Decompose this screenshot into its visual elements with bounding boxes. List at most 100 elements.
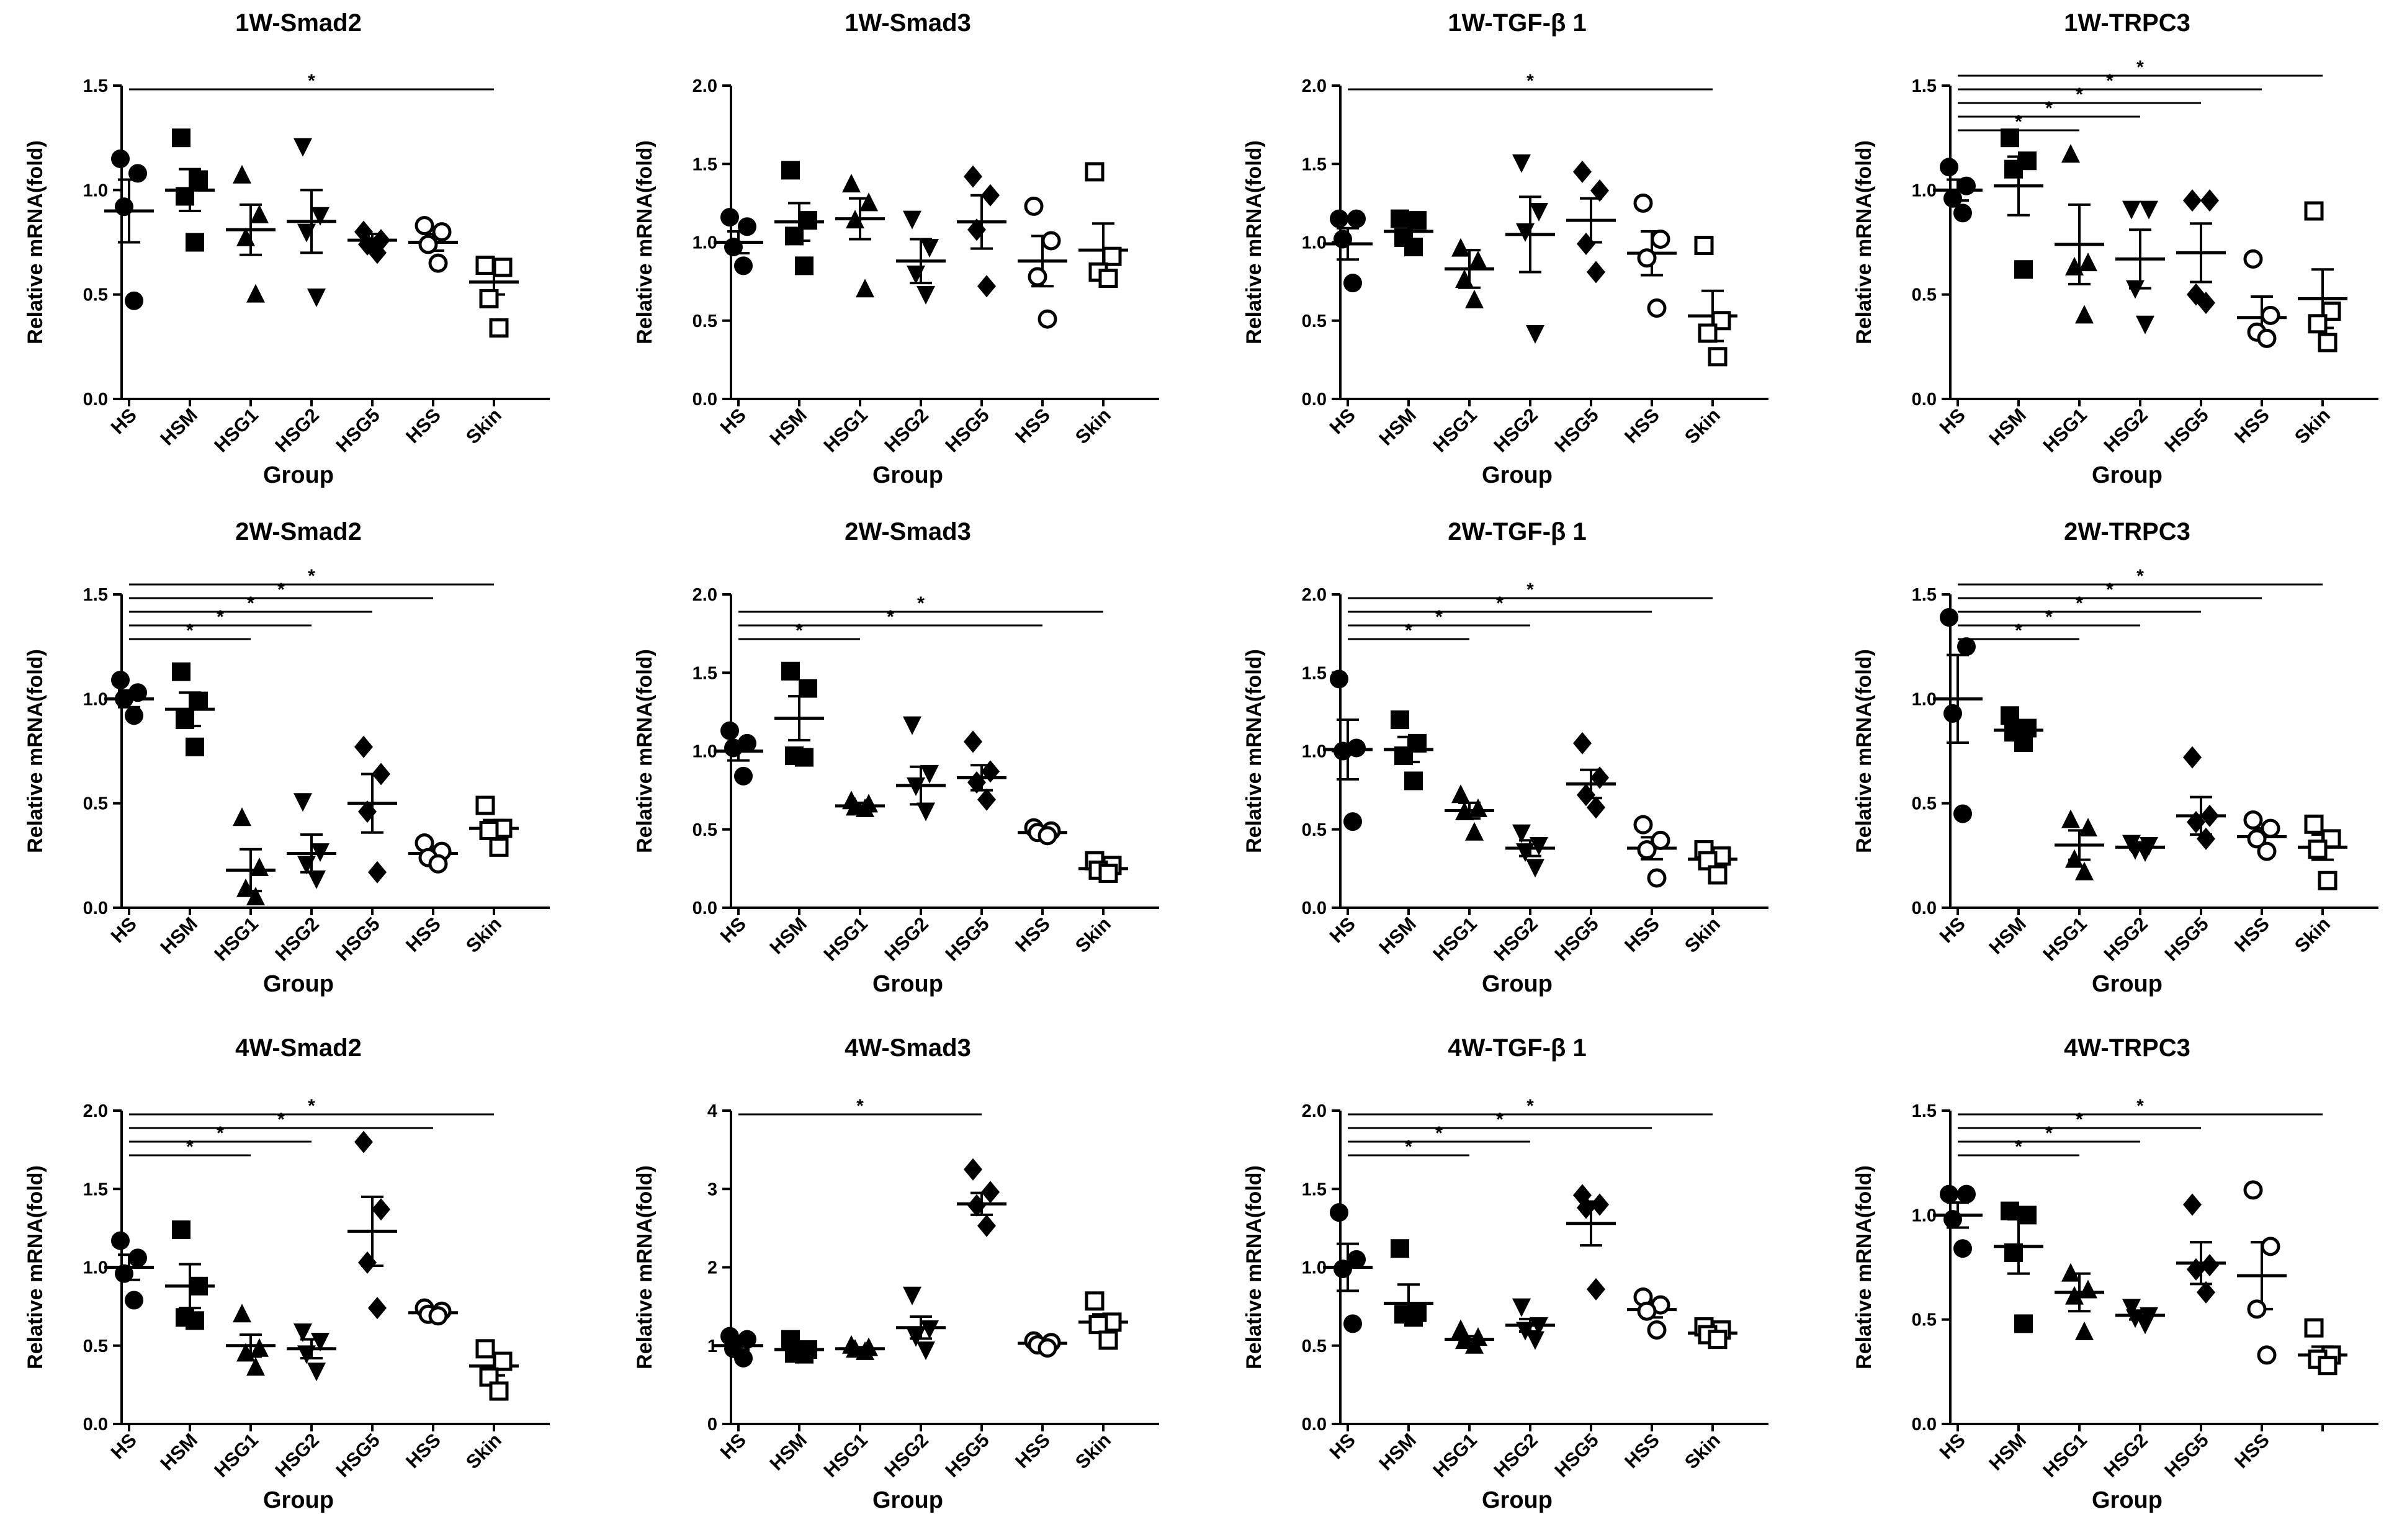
- data-point: [2318, 333, 2338, 352]
- data-point: [1330, 209, 1348, 228]
- data-point: [1333, 1260, 1352, 1279]
- data-point: [2065, 256, 2084, 275]
- data-point: [1940, 158, 1958, 177]
- data-point: [2065, 849, 2084, 868]
- y-tick-label: 0: [707, 1415, 717, 1435]
- data-point: [2183, 1193, 2202, 1216]
- data-point: [246, 284, 265, 303]
- data-point: [920, 1320, 939, 1339]
- x-tick-label: HSG2: [271, 404, 323, 456]
- significance-star: *: [917, 593, 925, 614]
- y-tick-label: 2.0: [1302, 585, 1327, 605]
- x-axis-label: Group: [2092, 1487, 2163, 1513]
- data-point: [2079, 1279, 2097, 1299]
- data-point: [1038, 309, 1057, 329]
- y-tick-label: 0.5: [693, 311, 717, 331]
- y-tick-label: 1.0: [1302, 233, 1327, 253]
- x-tick-label: HSG2: [1490, 913, 1542, 965]
- data-point: [1330, 1203, 1348, 1222]
- data-point: [2304, 1318, 2324, 1338]
- data-point: [475, 1339, 495, 1359]
- x-tick-label: HSG2: [2100, 1429, 2152, 1481]
- data-point: [186, 737, 204, 756]
- significance-star: *: [2045, 607, 2053, 627]
- data-point: [479, 289, 499, 308]
- y-tick-label: 0.5: [693, 820, 717, 840]
- data-point: [1711, 311, 1731, 331]
- significance-star: *: [2076, 1109, 2083, 1130]
- x-tick-label: HSG2: [2100, 404, 2152, 456]
- data-point: [1957, 637, 1976, 656]
- x-tick-label: Skin: [1680, 404, 1724, 448]
- x-axis-label: Group: [263, 462, 334, 488]
- data-point: [2001, 128, 2019, 148]
- significance-star: *: [186, 620, 194, 641]
- data-point: [1526, 859, 1544, 878]
- data-point: [1953, 204, 1972, 223]
- data-point: [1394, 746, 1413, 766]
- data-point: [1347, 209, 1366, 228]
- y-tick-label: 1.0: [693, 742, 717, 762]
- data-point: [903, 1286, 921, 1305]
- data-point: [2257, 1345, 2277, 1365]
- data-point: [111, 1231, 130, 1250]
- data-point: [1694, 236, 1714, 256]
- data-point: [1028, 267, 1047, 287]
- y-tick-label: 2.0: [83, 1101, 108, 1121]
- data-point: [172, 662, 190, 681]
- significance-star: *: [2076, 593, 2083, 614]
- panel-4w-trpc3: 4W-TRPC3 0.0 0.5 1.0 1.5 Relative mRNA(fold) H…: [1852, 1034, 2378, 1513]
- x-tick-label: HSG5: [2161, 1429, 2213, 1481]
- data-point: [1512, 1298, 1531, 1317]
- data-point: [2261, 1237, 2280, 1256]
- panel-title: 4W-Smad3: [845, 1034, 971, 1062]
- significance-star: *: [1496, 1109, 1504, 1130]
- data-point: [2079, 818, 2097, 837]
- y-tick-label: 0.5: [1912, 1310, 1937, 1330]
- data-point: [128, 1248, 147, 1268]
- x-tick-label: HSG1: [820, 1429, 872, 1481]
- x-tick-label: HSG2: [2100, 913, 2152, 965]
- x-tick-label: HS: [716, 1429, 750, 1463]
- x-axis-label: Group: [263, 971, 334, 997]
- data-point: [432, 222, 452, 242]
- y-tick-label: 0.0: [1912, 390, 1937, 410]
- data-point: [172, 1220, 190, 1239]
- panel-1w-tgf-1: 1W-TGF-β 1 0.0 0.5 1.0 1.5 2.0 Relative mRNA(f…: [1242, 9, 1768, 488]
- x-tick-label: HS: [107, 913, 141, 947]
- data-point: [1637, 840, 1657, 860]
- data-point: [903, 716, 921, 735]
- y-tick-label: 2: [707, 1258, 717, 1278]
- y-tick-label: 0.0: [693, 390, 717, 410]
- data-point: [738, 217, 756, 236]
- data-point: [1455, 269, 1474, 289]
- data-point: [977, 788, 996, 811]
- x-tick-label: HS: [107, 404, 141, 438]
- x-tick-label: HSS: [401, 1429, 445, 1472]
- y-tick-label: 0.5: [1912, 285, 1937, 305]
- data-point: [2075, 1321, 2094, 1340]
- data-point: [2126, 1309, 2145, 1328]
- data-point: [2243, 810, 2263, 830]
- y-tick-label: 0.5: [83, 794, 108, 814]
- significance-star: *: [796, 620, 803, 641]
- y-tick-label: 0.5: [1302, 311, 1327, 331]
- y-tick-label: 0.5: [83, 285, 108, 305]
- data-point: [2200, 804, 2219, 827]
- y-tick-label: 2.0: [1302, 76, 1327, 96]
- data-point: [1408, 211, 1427, 230]
- data-point: [1957, 176, 1976, 195]
- x-tick-label: HSG2: [881, 404, 933, 456]
- x-tick-label: HSG1: [820, 404, 872, 456]
- data-point: [428, 854, 448, 874]
- data-point: [294, 793, 312, 812]
- panel-4w-smad2: 4W-Smad2 0.0 0.5 1.0 1.5 2.0 Relative mRNA(fol…: [24, 1034, 550, 1513]
- panel-title: 1W-TGF-β 1: [1448, 9, 1587, 37]
- x-tick-label: HSM: [765, 1429, 810, 1474]
- panel-title: 2W-TRPC3: [2064, 518, 2190, 545]
- x-tick-label: HSG5: [332, 913, 384, 965]
- x-tick-label: HSG5: [941, 404, 993, 456]
- data-point: [920, 764, 939, 784]
- data-point: [842, 174, 861, 193]
